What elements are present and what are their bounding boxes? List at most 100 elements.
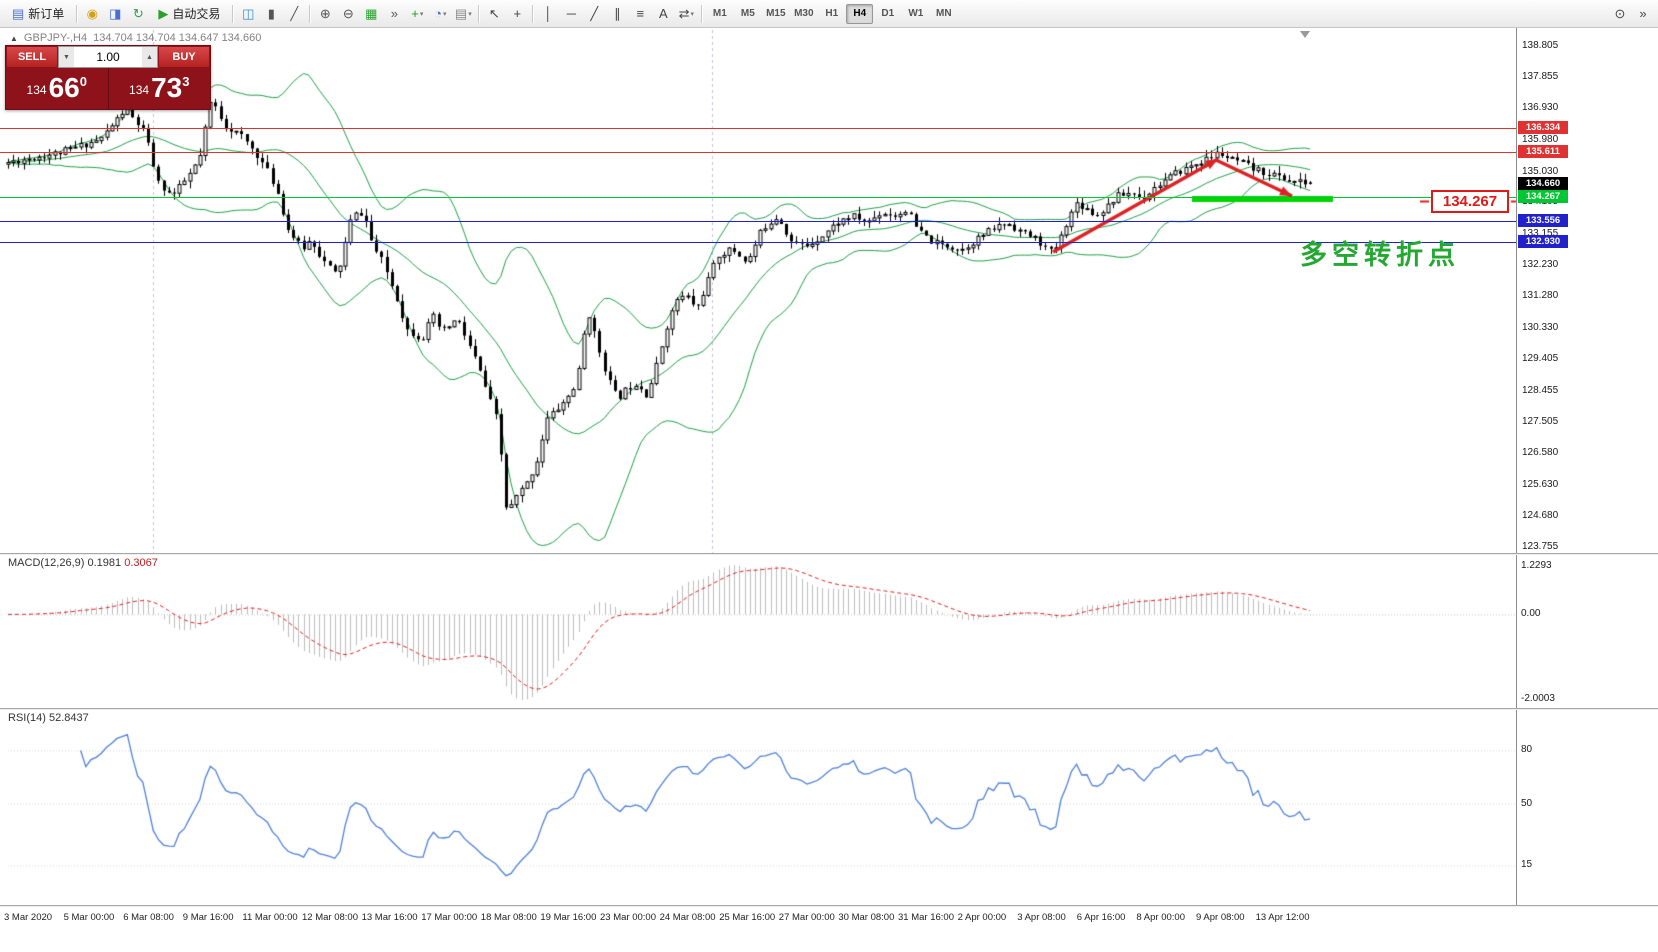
coins-icon[interactable]: ◉ <box>81 3 103 25</box>
dropdown-arrow-icon[interactable]: ▾ <box>690 10 695 18</box>
lot-decrease-button[interactable]: ▼ <box>59 47 74 67</box>
chart-shift-marker-icon[interactable] <box>1300 31 1310 38</box>
price-axis-tick: 131.280 <box>1522 290 1559 302</box>
sell-price-pips: 66 <box>48 72 80 103</box>
price-axis-tick: 135.030 <box>1522 165 1559 177</box>
time-axis-label: 3 Apr 08:00 <box>1017 912 1066 923</box>
timeframe-button-m1[interactable]: M1 <box>706 4 733 24</box>
timeframe-button-m15[interactable]: M15 <box>762 4 789 24</box>
horizontal-line[interactable] <box>0 220 1516 222</box>
time-axis-label: 5 Mar 00:00 <box>63 912 115 923</box>
time-axis-label: 13 Mar 16:00 <box>361 912 418 923</box>
periods-icon[interactable]: ◔ ▾ <box>429 3 451 25</box>
rsi-panel[interactable] <box>0 710 1516 905</box>
tile-windows-icon[interactable]: ▦ <box>360 3 382 25</box>
buy-price[interactable]: 134 73 3 <box>107 68 211 109</box>
dropdown-arrow-icon[interactable]: ▾ <box>419 10 424 18</box>
text-label-icon: A <box>658 6 668 21</box>
timeframe-button-m30[interactable]: M30 <box>790 4 817 24</box>
equidistant-channel-icon[interactable]: ∥ <box>606 3 628 25</box>
time-axis[interactable]: 3 Mar 2020 5 Mar 00:00 6 Mar 08:00 9 Mar 16… <box>0 907 1658 933</box>
macd-panel[interactable] <box>0 555 1516 708</box>
text-label-icon[interactable]: A <box>652 3 674 25</box>
timeframe-button-mn[interactable]: MN <box>930 4 957 24</box>
crosshair-icon[interactable]: + <box>506 3 528 25</box>
buy-button[interactable]: BUY <box>158 46 210 68</box>
symbol-title: GBPJPY-,H4 <box>23 32 88 44</box>
scroll-to-end-icon[interactable]: » <box>1632 3 1654 25</box>
auto-trading-button-label: 自动交易 <box>172 7 221 21</box>
auto-scroll-icon[interactable]: » <box>383 3 405 25</box>
price-line-badge[interactable]: 135.611 <box>1518 145 1568 159</box>
time-axis-label: 31 Mar 16:00 <box>898 912 954 923</box>
time-axis-label: 30 Mar 08:00 <box>838 912 895 923</box>
trendline-icon[interactable]: ╱ <box>583 3 605 25</box>
macd-axis-zero: 0.00 <box>1521 608 1541 620</box>
bar-chart-icon[interactable]: ◫ <box>237 3 259 25</box>
dropdown-arrow-icon[interactable]: ▾ <box>468 10 472 18</box>
new-order-button[interactable]: ▤ 新订单 <box>4 3 72 25</box>
cursor-icon: ↖ <box>488 6 500 21</box>
lot-size-control[interactable]: ▼ 1.00 ▲ <box>58 46 158 68</box>
one-click-trading-panel: SELL ▼ 1.00 ▲ BUY 134 66 0 134 73 3 <box>5 45 211 110</box>
refresh-icon[interactable]: ↻ <box>127 3 149 25</box>
panel-splitter[interactable] <box>0 708 1658 710</box>
price-line-badge[interactable]: 132.930 <box>1518 234 1568 248</box>
lot-increase-button[interactable]: ▲ <box>142 47 157 67</box>
fibonacci-icon[interactable]: ≡ <box>629 3 651 25</box>
auto-trading-icon: ▶ <box>158 6 169 21</box>
time-axis-label: 24 Mar 08:00 <box>659 912 716 923</box>
sell-price[interactable]: 134 66 0 <box>6 68 108 109</box>
candlestick-chart-icon: ▮ <box>267 6 275 21</box>
equidistant-channel-icon: ∥ <box>614 6 621 21</box>
horizontal-line-icon: ─ <box>566 6 576 21</box>
timeframe-button-h1[interactable]: H1 <box>818 4 845 24</box>
lot-size-value[interactable]: 1.00 <box>96 50 120 64</box>
price-line-badge[interactable]: 136.334 <box>1518 121 1568 135</box>
vertical-line-icon[interactable]: │ <box>537 3 559 25</box>
horizontal-line[interactable] <box>0 152 1516 154</box>
horizontal-line-icon[interactable]: ─ <box>560 3 582 25</box>
time-axis-label: 17 Mar 00:00 <box>421 912 478 923</box>
zoom-out-icon: ⊖ <box>342 6 354 21</box>
arrow-objects-icon[interactable]: ⇄ ▾ <box>675 3 697 25</box>
panel-splitter[interactable] <box>0 553 1658 555</box>
price-line-badge[interactable]: 133.556 <box>1518 213 1568 227</box>
price-callout[interactable]: 134.267 <box>1431 190 1509 213</box>
accounts-icon[interactable]: ◨ <box>104 3 126 25</box>
chart-annotation-text[interactable]: 多空转折点 <box>1300 240 1460 270</box>
panel-splitter[interactable] <box>0 905 1658 907</box>
indicators-icon[interactable]: + ▾ <box>406 3 428 25</box>
arrow-objects-icon: ⇄ <box>678 6 690 21</box>
dropdown-arrow-icon[interactable]: ▾ <box>443 10 447 18</box>
search-icon[interactable]: ⊙ <box>1609 3 1631 25</box>
candlestick-chart-icon[interactable]: ▮ <box>260 3 282 25</box>
time-axis-label: 8 Apr 00:00 <box>1136 912 1185 923</box>
auto-trading-button[interactable]: ▶ 自动交易 <box>150 3 228 25</box>
timeframe-button-h4[interactable]: H4 <box>846 3 874 24</box>
horizontal-line[interactable] <box>0 128 1516 130</box>
macd-name: MACD(12,26,9) <box>8 557 85 569</box>
price-axis-tick: 125.630 <box>1522 478 1559 490</box>
timeframe-button-m5[interactable]: M5 <box>734 4 761 24</box>
toolbar-separator <box>532 4 534 23</box>
macd-axis-min: -2.0003 <box>1521 693 1555 704</box>
templates-icon[interactable]: ▤ ▾ <box>452 3 474 25</box>
timeframe-button-d1[interactable]: D1 <box>874 4 901 24</box>
price-axis[interactable]: 138.805137.855136.930135.980135.030134.1… <box>1516 28 1658 931</box>
zoom-out-icon[interactable]: ⊖ <box>337 3 359 25</box>
line-chart-icon[interactable]: ╱ <box>283 3 305 25</box>
horizontal-line[interactable] <box>0 241 1516 243</box>
horizontal-line[interactable] <box>0 196 1516 198</box>
new-order-button-label: 新订单 <box>28 7 65 21</box>
zoom-in-icon[interactable]: ⊕ <box>314 3 336 25</box>
cursor-icon[interactable]: ↖ <box>483 3 505 25</box>
sell-button[interactable]: SELL <box>6 46 58 68</box>
sell-price-point: 0 <box>79 74 87 89</box>
timeframe-button-w1[interactable]: W1 <box>902 4 929 24</box>
buy-price-point: 3 <box>182 74 190 89</box>
price-line-badge[interactable]: 134.267 <box>1518 189 1568 203</box>
symbol-marker-icon: ▲ <box>10 33 18 43</box>
price-axis-tick: 136.930 <box>1522 102 1559 114</box>
